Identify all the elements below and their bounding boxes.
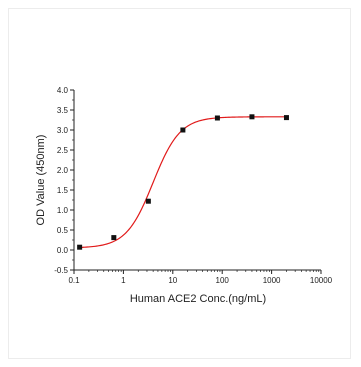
y-tick-label: 4.0 xyxy=(57,86,69,95)
y-tick-label: -0.5 xyxy=(54,266,68,275)
data-points-layer xyxy=(77,114,289,250)
fit-curve-layer xyxy=(79,116,287,249)
y-tick-label: 0.5 xyxy=(57,226,69,235)
x-tick-label: 10000 xyxy=(310,276,333,285)
y-axis-title: OD Value (450nm) xyxy=(35,135,47,226)
x-tick-label: 1 xyxy=(121,276,126,285)
x-tick-label: 100 xyxy=(216,276,230,285)
y-tick-label: 1.0 xyxy=(57,206,69,215)
fit-curve xyxy=(79,116,287,249)
data-point xyxy=(214,115,220,121)
data-point xyxy=(180,127,186,133)
y-tick-label: 2.0 xyxy=(57,166,69,175)
y-tick-label: 3.5 xyxy=(57,106,69,115)
data-point xyxy=(145,198,151,204)
data-point xyxy=(249,114,255,120)
y-tick-label: 2.5 xyxy=(57,146,69,155)
y-tick-label: 1.5 xyxy=(57,186,69,195)
y-tick-label: 3.0 xyxy=(57,126,69,135)
data-point xyxy=(77,244,83,250)
data-point xyxy=(283,115,289,121)
chart-frame xyxy=(8,8,351,359)
x-axis-title: Human ACE2 Conc.(ng/mL) xyxy=(130,293,266,305)
x-tick-label: 10 xyxy=(168,276,177,285)
x-tick-label: 0.1 xyxy=(68,276,80,285)
y-tick-label: 0.0 xyxy=(57,246,69,255)
data-point xyxy=(111,235,117,241)
x-tick-label: 1000 xyxy=(263,276,281,285)
axes: 0.1 1 10 100 1000 10000 -0.5 0.0 0.5 1.0 1.5 2.0 2.5… xyxy=(54,86,332,285)
